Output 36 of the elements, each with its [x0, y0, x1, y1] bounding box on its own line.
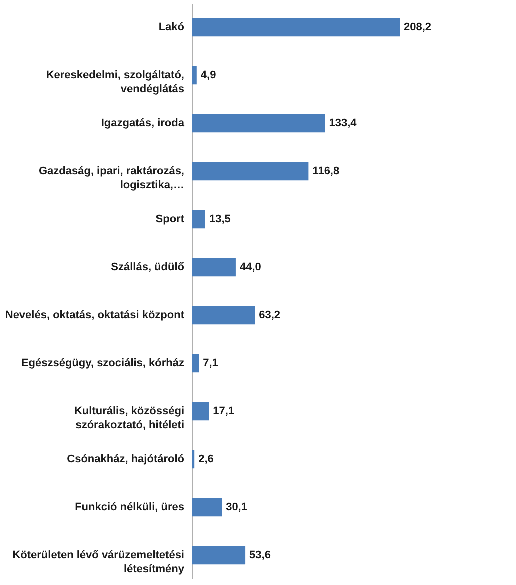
bar	[192, 402, 210, 421]
y-tick-label: Csónakház, hajótároló	[67, 453, 185, 466]
y-tick-label: Lakó	[158, 22, 185, 34]
data-label: 53,6	[250, 549, 271, 562]
data-label: 7,1	[203, 357, 218, 370]
y-tick-label: Sport	[156, 214, 185, 226]
y-tick-label: Szállás, üdülő	[111, 262, 185, 274]
bar	[192, 162, 309, 181]
bar	[192, 114, 326, 133]
bar	[192, 210, 206, 229]
data-label: 116,8	[312, 166, 340, 178]
data-label: 133,4	[329, 118, 358, 130]
y-tick-label: Igazgatás, iroda	[101, 118, 186, 130]
data-label: 2,6	[198, 453, 214, 466]
bar	[192, 354, 200, 373]
bar	[192, 258, 236, 277]
bar	[192, 450, 195, 469]
y-tick-label: Gazdaság, ipari, raktározás, logisztika,…	[38, 166, 184, 192]
data-label: 63,2	[259, 310, 281, 322]
bar	[192, 498, 222, 517]
data-label: 208,2	[404, 22, 432, 34]
y-tick-label: Egészségügy, szociális, kórház	[21, 357, 185, 370]
data-label: 4,9	[200, 70, 216, 82]
bar	[192, 18, 400, 37]
y-tick-label: Köterületen lévő várüzemeltetési létesítmény	[12, 549, 186, 576]
data-label: 44,0	[240, 262, 262, 274]
data-label: 30,1	[226, 501, 248, 514]
y-tick-label: Kulturális, közösségi szórakoztató, hitéleti	[74, 405, 184, 432]
data-label: 13,5	[209, 214, 231, 226]
y-tick-label: Funkció nélküli, üres	[75, 501, 184, 514]
bar	[192, 66, 197, 85]
y-tick-label: Kereskedelmi, szolgáltató, vendéglátás	[46, 70, 184, 96]
y-tick-label: Nevelés, oktatás, oktatási központ	[5, 310, 185, 322]
data-label: 17,1	[213, 405, 235, 418]
bar	[192, 546, 246, 565]
bar	[192, 306, 256, 325]
